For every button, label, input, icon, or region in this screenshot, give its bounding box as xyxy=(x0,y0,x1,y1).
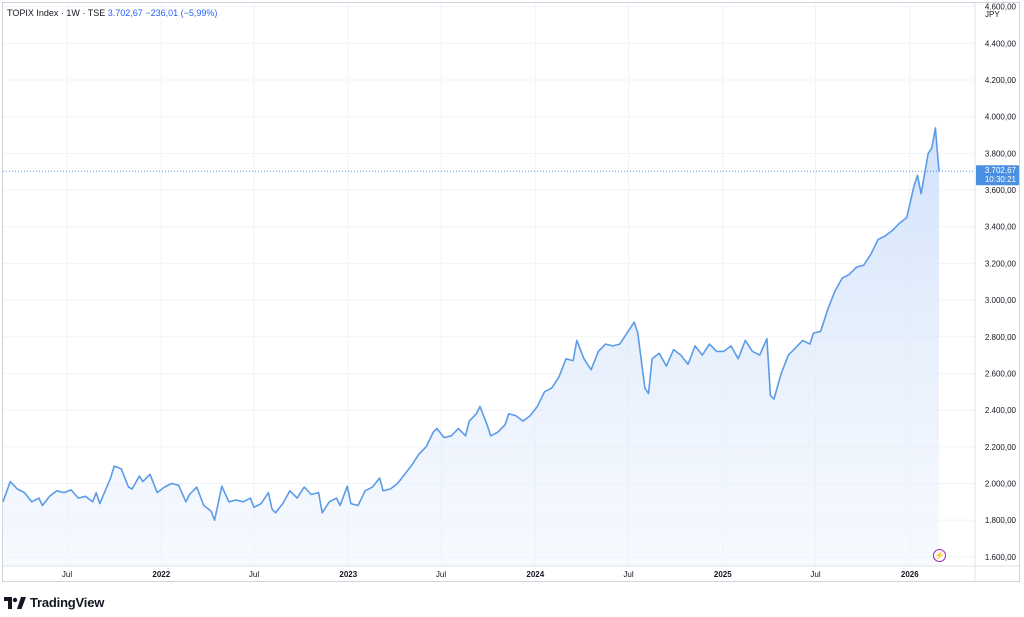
countdown-timer: 10:30:21 xyxy=(985,175,1017,184)
x-tick-label: Jul xyxy=(810,570,820,579)
price-change-pct: (−5,99%) xyxy=(180,8,218,18)
x-tick-label: 2025 xyxy=(714,570,732,579)
x-tick-label: Jul xyxy=(623,570,633,579)
x-tick-label: 2022 xyxy=(152,570,170,579)
x-tick-label: Jul xyxy=(436,570,446,579)
y-tick-label: 3.600,00 xyxy=(985,186,1017,195)
x-tick-label: 2024 xyxy=(526,570,544,579)
exchange: TSE xyxy=(87,8,106,18)
x-tick-label: Jul xyxy=(249,570,259,579)
y-tick-label: 1.600,00 xyxy=(985,553,1017,562)
chart-frame[interactable] xyxy=(2,2,1020,582)
y-tick-label: 2.800,00 xyxy=(985,333,1017,342)
price-line xyxy=(2,127,940,521)
last-price: 3.702,67 xyxy=(107,8,143,18)
last-price-badge xyxy=(976,165,1019,186)
tv-logo-icon xyxy=(4,596,26,609)
y-tick-label: 2.200,00 xyxy=(985,443,1017,452)
y-tick-label: 3.400,00 xyxy=(985,223,1017,232)
y-tick-label: 4.200,00 xyxy=(985,76,1017,85)
y-tick-label: 2.000,00 xyxy=(985,479,1017,488)
y-tick-label: 4.400,00 xyxy=(985,39,1017,48)
header-sep-1: · xyxy=(60,8,67,18)
y-tick-label: 4.000,00 xyxy=(985,113,1017,122)
tradingview-logo[interactable]: TradingView xyxy=(4,595,104,610)
lightning-icon[interactable]: ⚡ xyxy=(933,549,946,562)
y-tick-label: 2.400,00 xyxy=(985,406,1017,415)
interval[interactable]: 1W xyxy=(66,8,80,18)
price-change: −236,01 xyxy=(145,8,179,18)
x-tick-label: 2023 xyxy=(339,570,357,579)
y-tick-label: 3.800,00 xyxy=(985,149,1017,158)
header-sep-2: · xyxy=(82,8,88,18)
last-price-value: 3.702,67 xyxy=(985,166,1017,175)
currency-label[interactable]: JPY xyxy=(985,10,1000,19)
brand-name: TradingView xyxy=(30,595,105,610)
x-tick-label: Jul xyxy=(62,570,72,579)
y-tick-label: 1.800,00 xyxy=(985,516,1017,525)
y-tick-label: 3.000,00 xyxy=(985,296,1017,305)
x-tick-label: 2026 xyxy=(901,570,919,579)
y-tick-label: 4.600,00 xyxy=(985,3,1017,12)
symbol-name[interactable]: TOPIX Index xyxy=(7,8,59,18)
price-area xyxy=(3,127,939,567)
y-tick-label: 2.600,00 xyxy=(985,369,1017,378)
y-tick-label: 3.200,00 xyxy=(985,259,1017,268)
chart-header: TOPIX Index · 1W · TSE 3.702,67 −236,01 … xyxy=(7,8,217,18)
